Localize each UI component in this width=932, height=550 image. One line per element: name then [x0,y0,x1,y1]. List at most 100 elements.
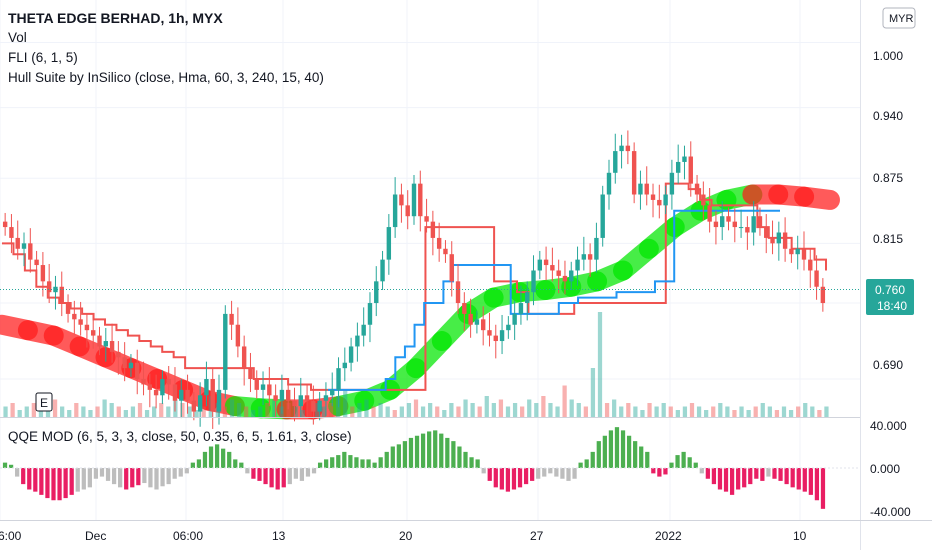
x-tick-label: 13 [272,529,286,543]
candle-body [223,313,228,390]
qqe-bar [275,468,280,490]
volume-bar [244,406,249,417]
volume-bar [725,406,730,417]
volume-bar [704,410,709,417]
candle-body [499,330,505,342]
qqe-bar [754,468,759,479]
qqe-bar [566,468,571,481]
qqe-bar [251,468,256,479]
volume-bar [123,410,128,417]
last-price-badge: 0.760 18:40 [866,279,914,315]
last-price-label: 0.760 [875,283,905,297]
x-tick-label: 27 [530,529,544,543]
candle-body [336,368,341,390]
candle-body [688,156,693,184]
candle-body [820,286,826,304]
volume-bar [562,385,567,417]
qqe-bar [596,441,601,468]
candle-body [449,254,454,282]
candle-body [474,319,480,325]
volume-bar [251,410,256,417]
volume-bar [328,403,334,417]
volume-bar [406,403,412,417]
legend-qqe-mod[interactable]: QQE MOD (6, 5, 3, 3, close, 50, 0.35, 6,… [8,429,352,444]
candle-body [745,227,750,233]
qqe-histogram [0,427,860,509]
qqe-bar [372,462,377,468]
candle-body [619,145,624,152]
qqe-bar [233,459,238,468]
candle-body [480,319,486,331]
volume-bar [612,399,617,417]
qqe-bar [51,468,56,501]
currency-button[interactable]: MYR [882,7,916,29]
volume-bar [520,406,525,417]
qqe-bar [530,468,535,481]
qqe-bar [390,446,395,468]
volume-bar [258,406,263,417]
candle-body [59,286,64,304]
volume-bar [633,406,638,417]
qqe-bar [820,468,826,509]
qqe-bar [790,468,795,488]
candle-body [34,259,39,266]
candle-body [28,243,33,260]
candle-body [285,389,291,401]
qqe-bar [160,468,165,487]
volume-bar [796,406,801,417]
qqe-bar [742,468,747,488]
candle-body [525,292,530,304]
qqe-bar [221,448,226,468]
volume-bar [498,399,504,417]
qqe-bar [354,457,359,468]
volume-bar [67,410,72,417]
volume-bar [60,406,65,417]
candle-body [191,400,197,412]
volume-bar [746,410,751,417]
qqe-bar [414,435,420,468]
candle-body [298,395,303,407]
symbol-title[interactable]: THETA EDGE BERHAD, 1h, MYX [8,10,223,26]
qqe-bar [8,464,14,468]
candle-body [141,379,146,385]
volume-bar [95,406,100,417]
volume-bar [343,389,348,417]
candle-body [267,384,272,396]
qqe-bar [93,468,99,479]
volume-bar [10,403,15,417]
qqe-bar [717,468,723,490]
candle-body [279,389,285,401]
candle-body [311,400,316,412]
candle-body [713,221,719,228]
qqe-bar [457,446,462,468]
qqe-bar [202,451,208,468]
qqe-bar [311,468,317,474]
bar-countdown: 18:40 [877,299,907,313]
candle-body [21,243,27,249]
volume-bar [272,399,277,417]
candle-body [726,216,731,222]
volume-bar [392,410,397,417]
volume-bar [378,403,383,417]
legend-fli[interactable]: FLI (6, 1, 5) [8,50,78,65]
qqe-bar [63,468,68,499]
qqe-bar [766,468,771,477]
volume-bar [357,403,362,417]
qqe-bar [772,468,777,479]
volume-bar [555,406,560,417]
candle-body [657,199,662,206]
qqe-bar [693,462,698,468]
qqe-bar [190,462,195,468]
y-tick-label: 0.815 [873,232,903,246]
volume-bar [159,403,164,417]
volume-bar [541,396,546,417]
volume-bar [236,403,242,417]
qqe-bar [69,468,74,495]
earnings-marker[interactable]: E [35,392,53,412]
legend-vol[interactable]: Vol [8,30,27,45]
legend-hull-suite[interactable]: Hull Suite by InSilico (close, Hma, 60, … [8,70,324,85]
qqe-bar [366,459,371,468]
candle-body [273,395,278,401]
qqe-bar [402,441,408,468]
